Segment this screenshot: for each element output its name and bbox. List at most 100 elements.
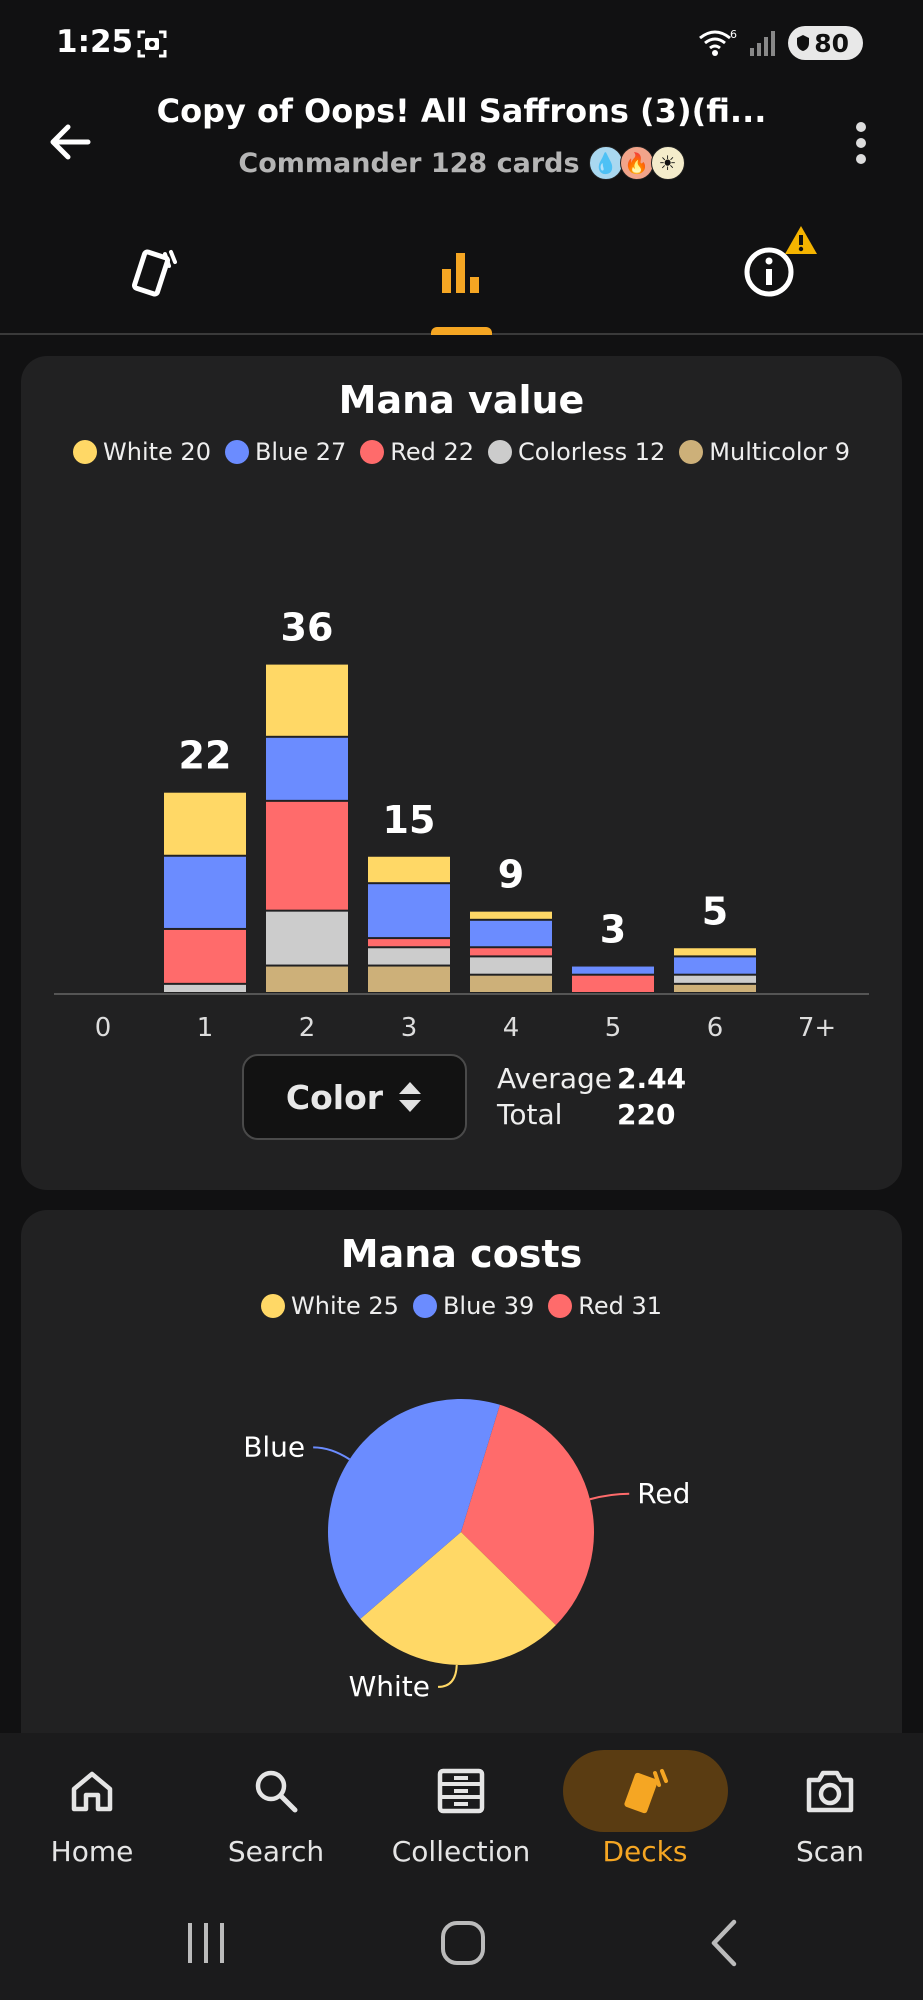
nav-decks[interactable]: Decks (553, 1733, 737, 1883)
legend-dot (679, 440, 704, 464)
nav-scan-label: Scan (795, 1835, 865, 1868)
deck-subtitle: Commander 128 cards 💧 🔥 ☀ (0, 146, 923, 180)
pie-slice-red (461, 1404, 594, 1626)
nav-decks-label: Decks (602, 1835, 688, 1868)
status-time: 1:25 (56, 24, 134, 60)
legend-dot (488, 440, 513, 464)
group-by-select[interactable]: Color (242, 1054, 467, 1140)
bar-segment-red (266, 801, 348, 910)
bar-segment-blue (572, 966, 654, 974)
home-button[interactable] (438, 1918, 488, 1968)
bottom-navigation: Home Search Collection (0, 1733, 923, 1883)
x-tick-label: 2 (299, 1013, 316, 1043)
bar-segment-blue (164, 856, 246, 928)
legend-dot (412, 1294, 437, 1318)
x-tick-label: 4 (503, 1013, 520, 1043)
pie-slice-white (360, 1532, 556, 1665)
legend-item-red: Red 22 (360, 438, 474, 466)
legend-label: Blue 27 (254, 438, 347, 466)
nav-search[interactable]: Search (184, 1733, 368, 1883)
nav-home[interactable]: Home (0, 1733, 184, 1883)
status-bar: 1:25 6 80 (0, 0, 923, 92)
bar-total-label: 22 (179, 734, 232, 778)
legend-dot (548, 1294, 573, 1318)
active-nav-pill (562, 1750, 728, 1832)
bar-segment-colorless (470, 957, 552, 974)
pie-label-line (313, 1446, 351, 1461)
average-label: Average (497, 1062, 612, 1095)
color-identity: 💧 🔥 ☀ (588, 146, 685, 180)
legend-dot (224, 440, 249, 464)
total-label: Total (497, 1098, 563, 1131)
mana-value-card: Mana value White 20 Blue 27 Red 22 Color… (21, 356, 902, 1190)
camera-icon (806, 1770, 854, 1813)
back-button[interactable] (44, 116, 96, 168)
deck-tab-bar (0, 210, 923, 335)
x-tick-label: 1 (197, 1013, 214, 1043)
bar-total-label: 9 (498, 853, 524, 897)
home-icon (71, 1771, 113, 1812)
average-value: 2.44 (617, 1062, 687, 1095)
warning-icon (785, 226, 817, 254)
more-options-icon[interactable] (841, 118, 881, 168)
system-back-button[interactable] (700, 1918, 750, 1968)
x-tick-label: 5 (605, 1013, 622, 1043)
mana-value-legend: White 20 Blue 27 Red 22 Colorless 12 Mul… (21, 438, 902, 466)
mana-costs-pie-chart: Red White Blue (243, 1399, 690, 1703)
white-mana-icon: ☀ (650, 146, 685, 180)
bar-segment-white (470, 911, 552, 919)
bar-segment-colorless (266, 911, 348, 965)
deck-title: Copy of Oops! All Saffrons (3)(fi... (156, 92, 767, 130)
bar-segment-multicolor (674, 984, 756, 992)
pie-label-line (589, 1492, 630, 1501)
blue-mana-icon: 💧 (588, 146, 623, 180)
wifi-icon: 6 (699, 28, 737, 56)
bar-segment-blue (368, 884, 450, 938)
tab-info[interactable] (709, 210, 829, 333)
bar-chart-icon (442, 252, 479, 293)
bar-total-label: 5 (702, 889, 728, 933)
bar-segment-red (368, 939, 450, 947)
legend-label: White 25 (291, 1292, 399, 1320)
bar-segment-red (572, 975, 654, 992)
total-value: 220 (617, 1098, 676, 1131)
tab-cards[interactable] (95, 210, 215, 333)
cards-icon (131, 249, 177, 296)
recent-apps-button[interactable] (181, 1918, 231, 1968)
legend-label: Colorless 12 (518, 438, 666, 466)
tab-stats[interactable] (401, 210, 521, 333)
legend-dot (360, 440, 385, 464)
x-tick-label: 0 (95, 1013, 112, 1043)
nav-collection-label: Collection (391, 1835, 531, 1868)
nav-scan[interactable]: Scan (738, 1733, 922, 1883)
bar-segment-red (164, 929, 246, 983)
pie-slice-blue (328, 1399, 500, 1619)
bar-segment-red (470, 948, 552, 956)
signal-icon (750, 31, 776, 56)
legend-item-blue: Blue 27 (224, 438, 347, 466)
chart-controls: Color Average 2.44 Total 220 (242, 1054, 686, 1140)
mana-value-title: Mana value (338, 378, 585, 422)
pie-slice-label: Red (637, 1477, 690, 1510)
mana-costs-legend: White 25 Blue 39 Red 31 (21, 1292, 902, 1320)
system-navigation-bar (0, 1883, 923, 2000)
group-by-label: Color (285, 1077, 384, 1117)
x-tick-label: 6 (707, 1013, 724, 1043)
bar-segment-blue (470, 920, 552, 947)
legend-label: Blue 39 (442, 1292, 535, 1320)
battery-saver-icon (797, 35, 810, 51)
bar-segment-white (368, 856, 450, 883)
pie-label-line (437, 1664, 458, 1688)
legend-dot (73, 440, 98, 464)
legend-label: Red 31 (578, 1292, 662, 1320)
sort-arrows-icon (399, 1082, 422, 1112)
info-icon (744, 247, 794, 296)
legend-label: Multicolor 9 (709, 438, 850, 466)
bar-segment-white (674, 948, 756, 956)
bar-total-label: 36 (281, 606, 334, 650)
legend-item-white: White 20 (73, 438, 211, 466)
bar-segment-white (164, 792, 246, 855)
pie-slice-label: White (349, 1670, 430, 1703)
nav-collection[interactable]: Collection (369, 1733, 553, 1883)
